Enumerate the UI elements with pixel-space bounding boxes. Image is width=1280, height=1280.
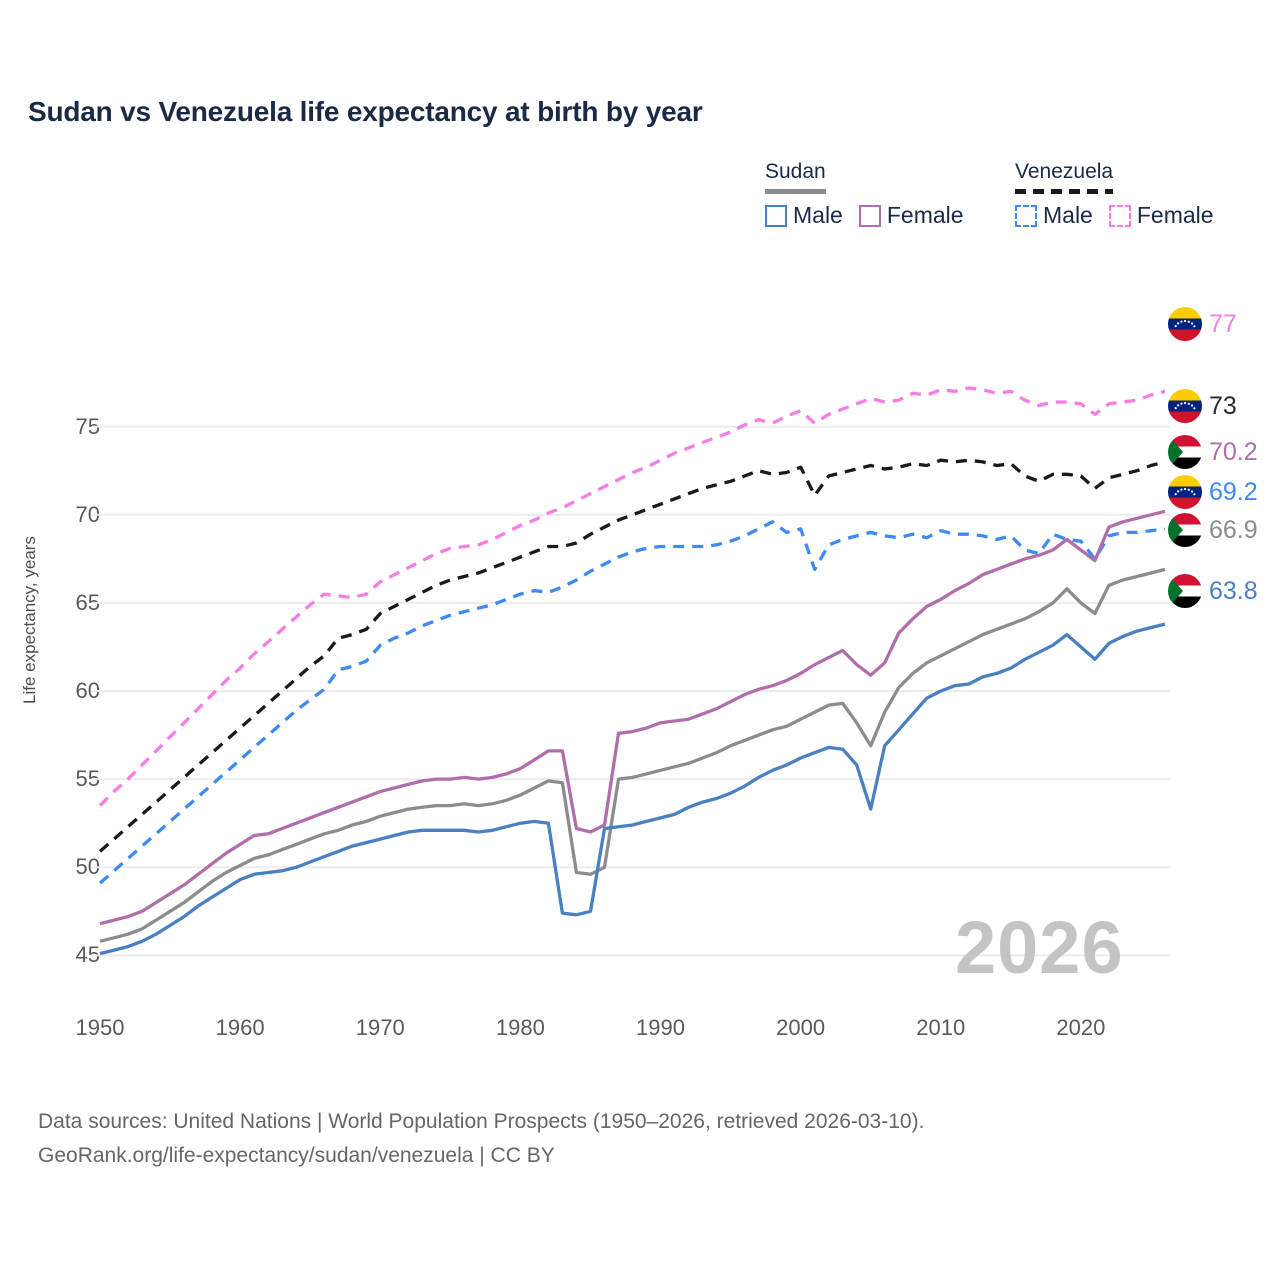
legend-item-label: Male	[1043, 202, 1093, 228]
legend-item-venezuela-female[interactable]: Female	[1108, 202, 1214, 229]
legend-swatch-icon	[765, 204, 787, 227]
x-axis-tick-label: 2000	[776, 1015, 826, 1040]
end-label: 70.2	[1168, 435, 1258, 469]
legend-group-venezuela: Venezuela Male Female	[1015, 160, 1214, 229]
x-axis-tick-label: 1990	[636, 1015, 685, 1040]
legend-swatch-icon	[1108, 204, 1131, 227]
legend-item-label: Male	[793, 202, 843, 228]
series-line-venezuela-female	[98, 386, 1166, 807]
sudan-flag-icon	[1168, 513, 1202, 547]
end-label-value: 70.2	[1209, 437, 1258, 466]
end-label-value: 69.2	[1209, 477, 1258, 506]
x-axis-tick-label: 1950	[75, 1015, 125, 1040]
end-label: 66.9	[1168, 513, 1258, 547]
end-label-value: 77	[1209, 309, 1237, 338]
series-line-sudan-female	[99, 509, 1166, 926]
venezuela-flag-icon	[1168, 389, 1202, 423]
end-label: 69.2	[1168, 475, 1258, 509]
legend-swatch-icon	[1015, 204, 1037, 227]
end-label: 73	[1168, 389, 1237, 423]
plot-area: Life expectancy, years 45 50 55 60 65 70 75 19…	[0, 250, 1280, 1040]
sudan-flag-icon	[1168, 574, 1202, 608]
legend-swatch-icon	[858, 204, 881, 227]
page-title: Sudan vs Venezuela life expectancy at bi…	[28, 96, 703, 127]
series-line-sudan-male	[99, 622, 1166, 956]
legend-rule-sudan	[765, 189, 826, 194]
legend-item-sudan-male[interactable]: Male	[765, 202, 843, 229]
x-axis-tick-label: 2020	[1056, 1015, 1106, 1040]
venezuela-flag-icon	[1168, 307, 1202, 341]
venezuela-flag-icon	[1168, 475, 1202, 509]
x-axis-tick-label: 1960	[215, 1015, 265, 1040]
x-axis-tick-label: 1970	[355, 1015, 405, 1040]
footer-line-1: Data sources: United Nations | World Pop…	[38, 1110, 925, 1133]
x-axis-tick-label: 2010	[916, 1015, 966, 1040]
end-label-value: 63.8	[1209, 576, 1258, 605]
legend-item-label: Female	[1136, 202, 1214, 228]
legend-group-sudan-label: Sudan	[765, 160, 826, 183]
legend: Sudan Male Female Venezuela	[760, 160, 1260, 240]
legend-item-venezuela-male[interactable]: Male	[1015, 202, 1093, 229]
legend-item-sudan-female[interactable]: Female	[858, 202, 964, 229]
year-watermark: 2026	[955, 906, 1124, 989]
x-axis-tick-label: 1980	[495, 1015, 545, 1040]
end-label: 77	[1168, 307, 1237, 341]
sudan-flag-icon	[1168, 435, 1202, 469]
series-line-sudan-total	[99, 567, 1166, 943]
legend-rule-venezuela	[1015, 189, 1114, 194]
series-line-venezuela-total	[98, 458, 1166, 853]
end-label-value: 66.9	[1209, 515, 1258, 544]
legend-item-label: Female	[886, 202, 964, 228]
x-axis-ticks: 1950 1960 1970 1980 1990 2000 2010 2020	[0, 1015, 1280, 1055]
end-label-value: 73	[1209, 391, 1237, 420]
series-line-venezuela-male	[98, 520, 1166, 885]
line-chart-svg	[92, 386, 1170, 957]
end-label: 63.8	[1168, 574, 1258, 608]
footer: Data sources: United Nations | World Pop…	[38, 1105, 924, 1173]
legend-group-venezuela-label: Venezuela	[1015, 160, 1114, 183]
legend-group-sudan: Sudan Male Female	[765, 160, 964, 229]
footer-line-2: GeoRank.org/life-expectancy/sudan/venezu…	[38, 1144, 555, 1168]
